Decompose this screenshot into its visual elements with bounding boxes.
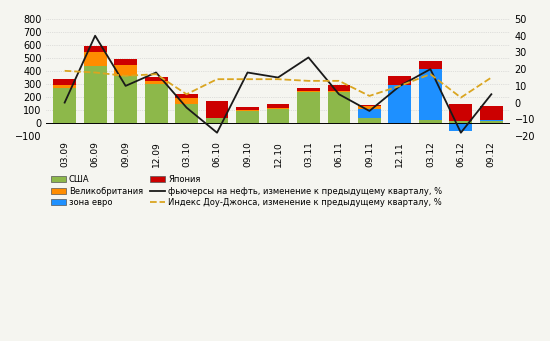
Индекс Доу-Джонса, изменение к предыдущему кварталу, % <box>62 69 68 73</box>
фьючерсы на нефть, изменение к предыдущему кварталу, % <box>274 75 281 79</box>
Line: фьючерсы на нефть, изменение к предыдущему кварталу, %: фьючерсы на нефть, изменение к предыдуще… <box>65 36 491 133</box>
Индекс Доу-Джонса, изменение к предыдущему кварталу, % <box>366 94 373 98</box>
Bar <box>297 88 320 90</box>
Индекс Доу-Джонса, изменение к предыдущему кварталу, % <box>305 79 312 83</box>
Bar <box>236 111 259 123</box>
Bar <box>84 46 107 51</box>
Bar <box>358 118 381 123</box>
Bar <box>145 77 168 81</box>
Bar <box>358 106 381 109</box>
Bar <box>449 104 472 121</box>
Bar <box>419 120 442 123</box>
Bar <box>114 76 137 123</box>
Bar <box>480 120 503 121</box>
фьючерсы на нефть, изменение к предыдущему кварталу, % <box>214 131 221 135</box>
фьючерсы на нефть, изменение к предыдущему кварталу, % <box>366 109 373 113</box>
Bar <box>449 123 472 131</box>
Bar <box>84 66 107 123</box>
Bar <box>145 81 168 84</box>
Bar <box>53 88 76 123</box>
Bar <box>175 94 198 98</box>
Bar <box>328 91 350 92</box>
Bar <box>358 105 381 106</box>
Legend: США, Великобритания, зона евро, Япония, фьючерсы на нефть, изменение к предыдуще: США, Великобритания, зона евро, Япония, … <box>51 175 442 207</box>
Bar <box>145 84 168 123</box>
Bar <box>480 121 503 123</box>
Line: Индекс Доу-Джонса, изменение к предыдущему кварталу, %: Индекс Доу-Джонса, изменение к предыдуще… <box>65 71 491 98</box>
фьючерсы на нефть, изменение к предыдущему кварталу, % <box>336 92 342 96</box>
Bar <box>206 101 228 118</box>
Bar <box>53 85 76 88</box>
фьючерсы на нефть, изменение к предыдущему кварталу, % <box>488 92 494 96</box>
Bar <box>388 85 411 123</box>
фьючерсы на нефть, изменение к предыдущему кварталу, % <box>183 106 190 110</box>
Bar <box>175 98 198 104</box>
Индекс Доу-Джонса, изменение к предыдущему кварталу, % <box>427 72 434 76</box>
Bar <box>267 109 289 123</box>
Индекс Доу-Джонса, изменение к предыдущему кварталу, % <box>183 92 190 96</box>
Bar <box>114 59 137 65</box>
Индекс Доу-Джонса, изменение к предыдущему кварталу, % <box>214 77 221 81</box>
Bar <box>53 79 76 85</box>
Bar <box>419 61 442 69</box>
Индекс Доу-Джонса, изменение к предыдущему кварталу, % <box>336 79 342 83</box>
Bar <box>358 109 381 118</box>
Индекс Доу-Джонса, изменение к предыдущему кварталу, % <box>122 74 129 78</box>
Bar <box>236 110 259 111</box>
Индекс Доу-Джонса, изменение к предыдущему кварталу, % <box>274 77 281 81</box>
Bar <box>297 90 320 92</box>
Bar <box>328 92 350 123</box>
фьючерсы на нефть, изменение к предыдущему кварталу, % <box>458 131 464 135</box>
Bar <box>236 107 259 110</box>
Bar <box>388 76 411 85</box>
Индекс Доу-Джонса, изменение к предыдущему кварталу, % <box>488 75 494 79</box>
Bar <box>297 92 320 123</box>
Bar <box>419 69 442 120</box>
Bar <box>114 65 137 76</box>
Bar <box>267 108 289 109</box>
Индекс Доу-Джонса, изменение к предыдущему кварталу, % <box>244 77 251 81</box>
фьючерсы на нефть, изменение к предыдущему кварталу, % <box>92 34 98 38</box>
фьючерсы на нефть, изменение к предыдущему кварталу, % <box>397 84 403 88</box>
фьючерсы на нефть, изменение к предыдущему кварталу, % <box>427 67 434 71</box>
Bar <box>84 51 107 66</box>
Bar <box>267 104 289 108</box>
Bar <box>449 121 472 123</box>
фьючерсы на нефть, изменение к предыдущему кварталу, % <box>153 71 159 75</box>
Индекс Доу-Джонса, изменение к предыдущему кварталу, % <box>397 84 403 88</box>
Bar <box>175 104 198 123</box>
Индекс Доу-Джонса, изменение к предыдущему кварталу, % <box>92 71 98 75</box>
фьючерсы на нефть, изменение к предыдущему кварталу, % <box>244 71 251 75</box>
Bar <box>206 118 228 123</box>
Индекс Доу-Джонса, изменение к предыдущему кварталу, % <box>153 72 159 76</box>
Bar <box>328 85 350 91</box>
фьючерсы на нефть, изменение к предыдущему кварталу, % <box>305 55 312 59</box>
Bar <box>480 106 503 120</box>
фьючерсы на нефть, изменение к предыдущему кварталу, % <box>122 84 129 88</box>
Индекс Доу-Джонса, изменение к предыдущему кварталу, % <box>458 95 464 100</box>
фьючерсы на нефть, изменение к предыдущему кварталу, % <box>62 101 68 105</box>
